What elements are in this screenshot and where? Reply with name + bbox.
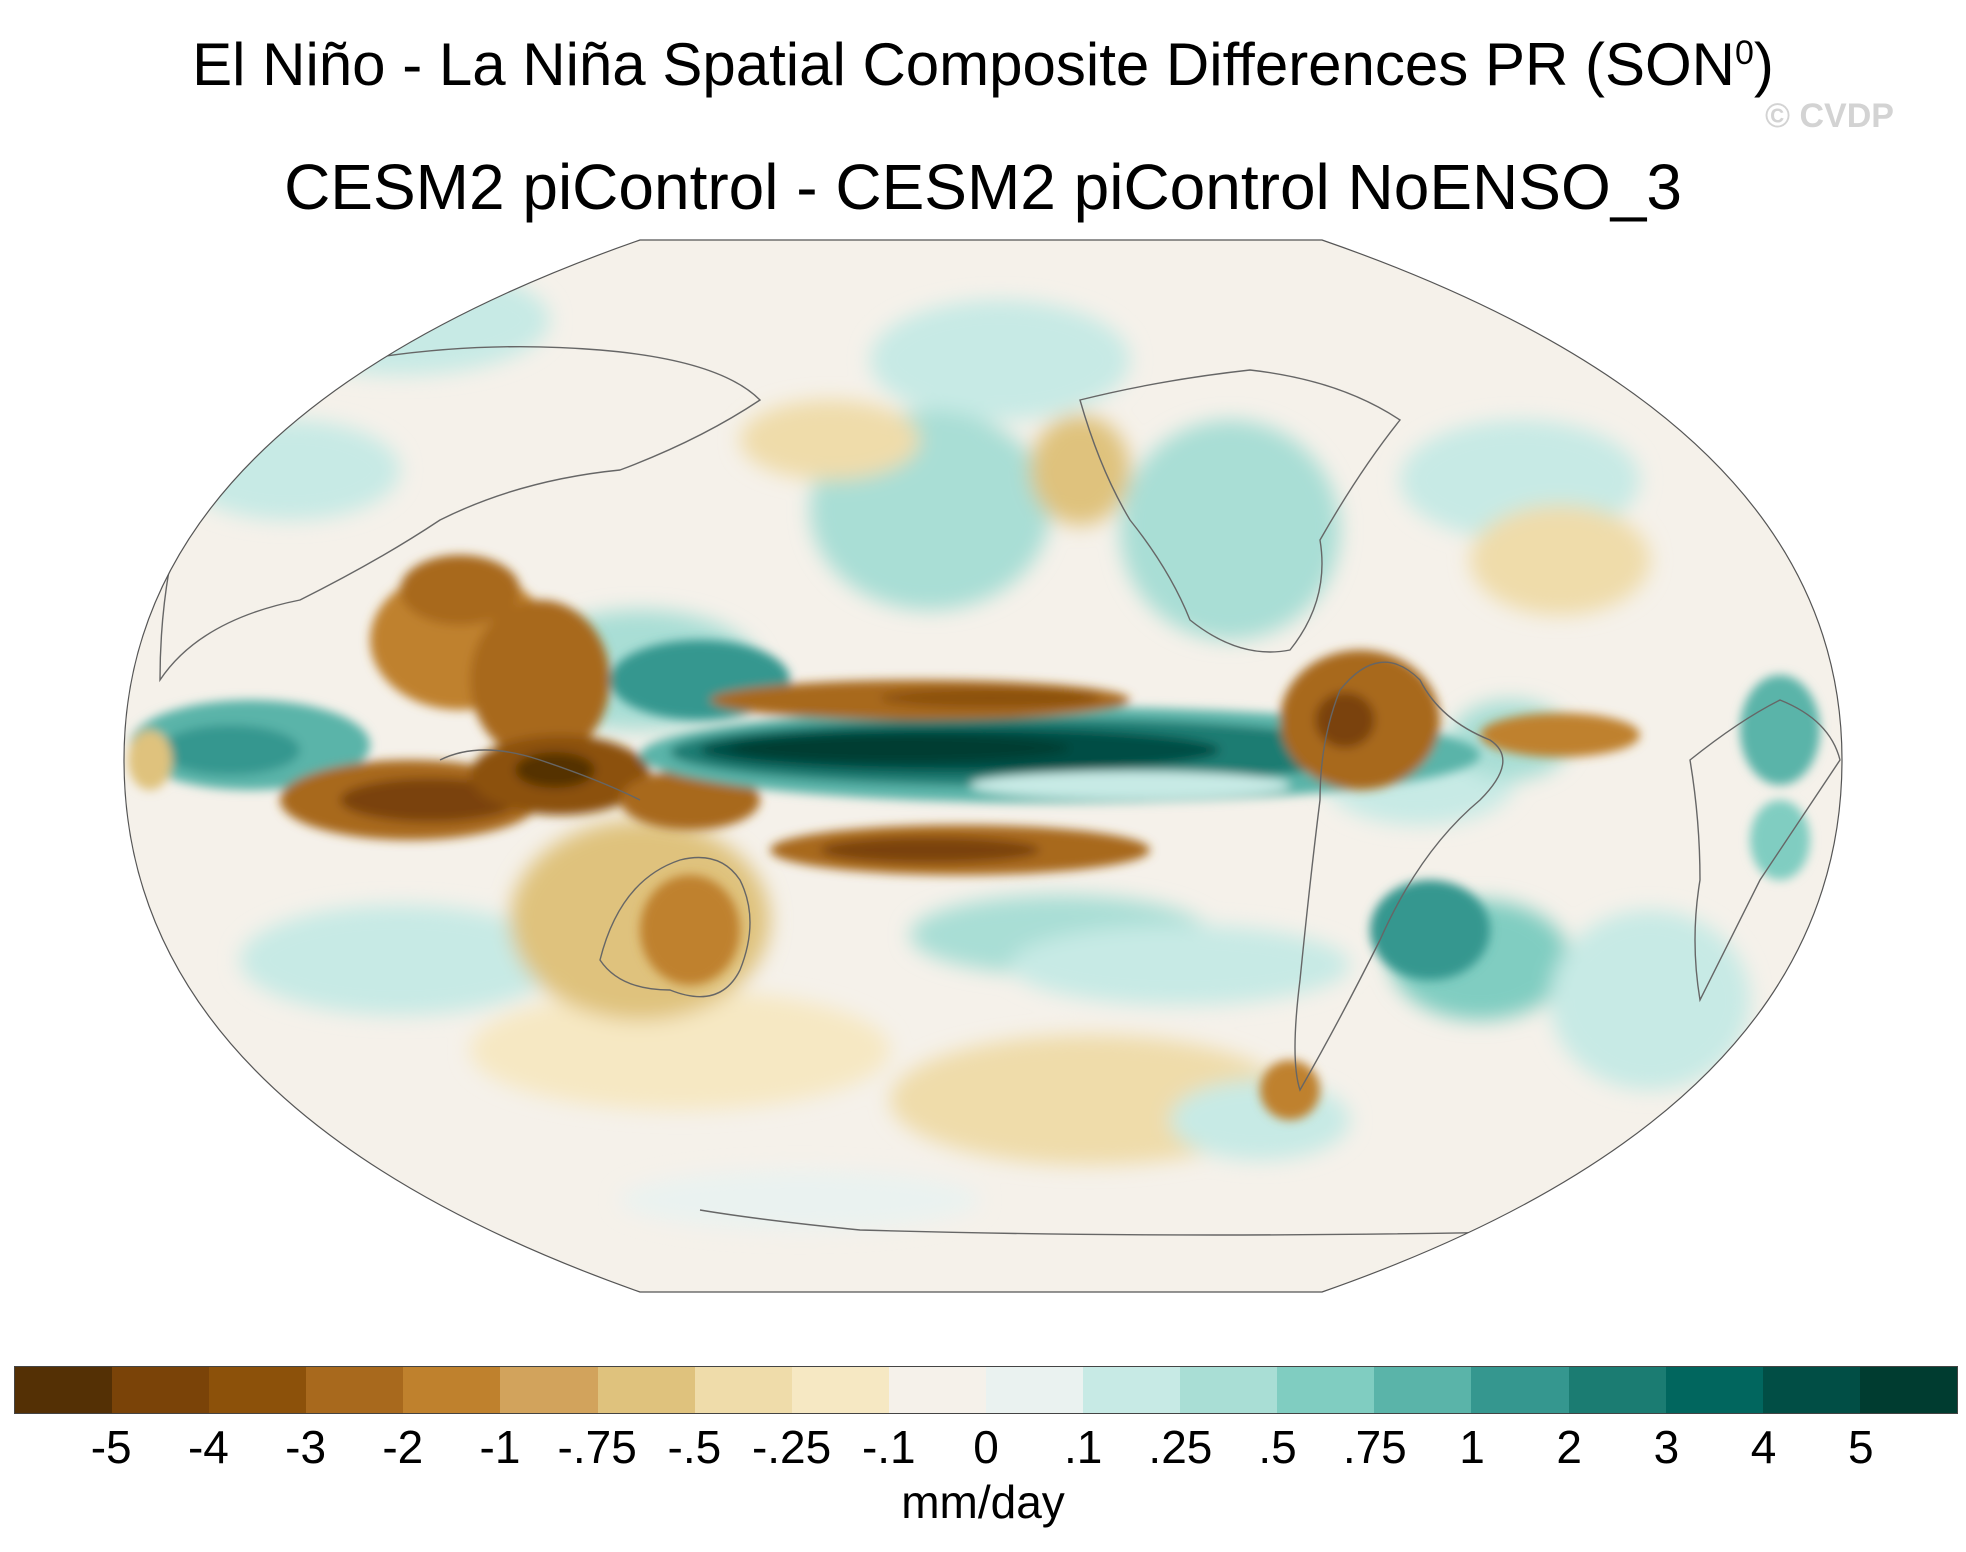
title-suffix: ) [1753,31,1774,98]
colorbar-tick-label: 5 [1848,1421,1874,1473]
colorbar-tick-label: -2 [382,1421,424,1473]
colorbar-swatch [1471,1367,1569,1413]
colorbar-swatch [112,1367,210,1413]
colorbar-swatch [694,1367,792,1413]
colorbar-swatch [15,1367,113,1413]
colorbar-tick-label: .1 [1064,1421,1103,1473]
precip-map [123,239,1843,1293]
map-subtitle: CESM2 piControl - CESM2 piControl NoENSO… [284,151,1682,223]
colorbar-swatch [500,1367,598,1413]
map-border [123,239,1843,1293]
colorbar-tick-label: -.5 [667,1421,722,1473]
colorbar-tick-label: 2 [1556,1421,1582,1473]
colorbar-swatch [1665,1367,1763,1413]
colorbar-swatch [1374,1367,1472,1413]
colorbar-swatch [597,1367,695,1413]
colorbar-tick-label: -.1 [861,1421,916,1473]
cvdp-watermark: © CVDP [1765,97,1894,135]
colorbar-tick-label: -3 [285,1421,327,1473]
colorbar-tick-label: -.25 [751,1421,832,1473]
colorbar-swatch [209,1367,307,1413]
colorbar-swatch [791,1367,889,1413]
colorbar-swatch [1277,1367,1375,1413]
colorbar-tick-label: -5 [90,1421,132,1473]
map-field [124,240,1842,1292]
title-superscript: 0 [1734,34,1754,72]
coastlines [159,345,1841,1236]
colorbar-swatch [888,1367,986,1413]
colorbar-tick-label: .25 [1148,1421,1213,1473]
colorbar-swatch [1762,1367,1860,1413]
colorbar-swatch [1083,1367,1181,1413]
colorbar-swatch [1180,1367,1278,1413]
colorbar [14,1366,1958,1414]
colorbar-tick-label: -1 [479,1421,521,1473]
colorbar-swatch [1568,1367,1666,1413]
strong-anomalies [128,555,1820,1120]
colorbar-units: mm/day [901,1476,1065,1528]
colorbar-swatch [306,1367,404,1413]
colorbar-tick-label: 0 [973,1421,999,1473]
colorbar-swatch [1859,1367,1957,1413]
title-text: El Niño - La Niña Spatial Composite Diff… [192,31,1735,98]
colorbar-tick-label: .5 [1258,1421,1297,1473]
colorbar-tick-label: .75 [1342,1421,1407,1473]
colorbar-tick-label: -4 [187,1421,229,1473]
colorbar-tick-label: 1 [1459,1421,1485,1473]
colorbar-tick-label: -.75 [557,1421,637,1473]
colorbar-tick-label: 4 [1750,1421,1777,1473]
colorbar-swatch [403,1367,501,1413]
map-title: El Niño - La Niña Spatial Composite Diff… [0,30,1966,99]
colorbar-tick-label: 3 [1653,1421,1680,1473]
colorbar-swatch [985,1367,1084,1413]
